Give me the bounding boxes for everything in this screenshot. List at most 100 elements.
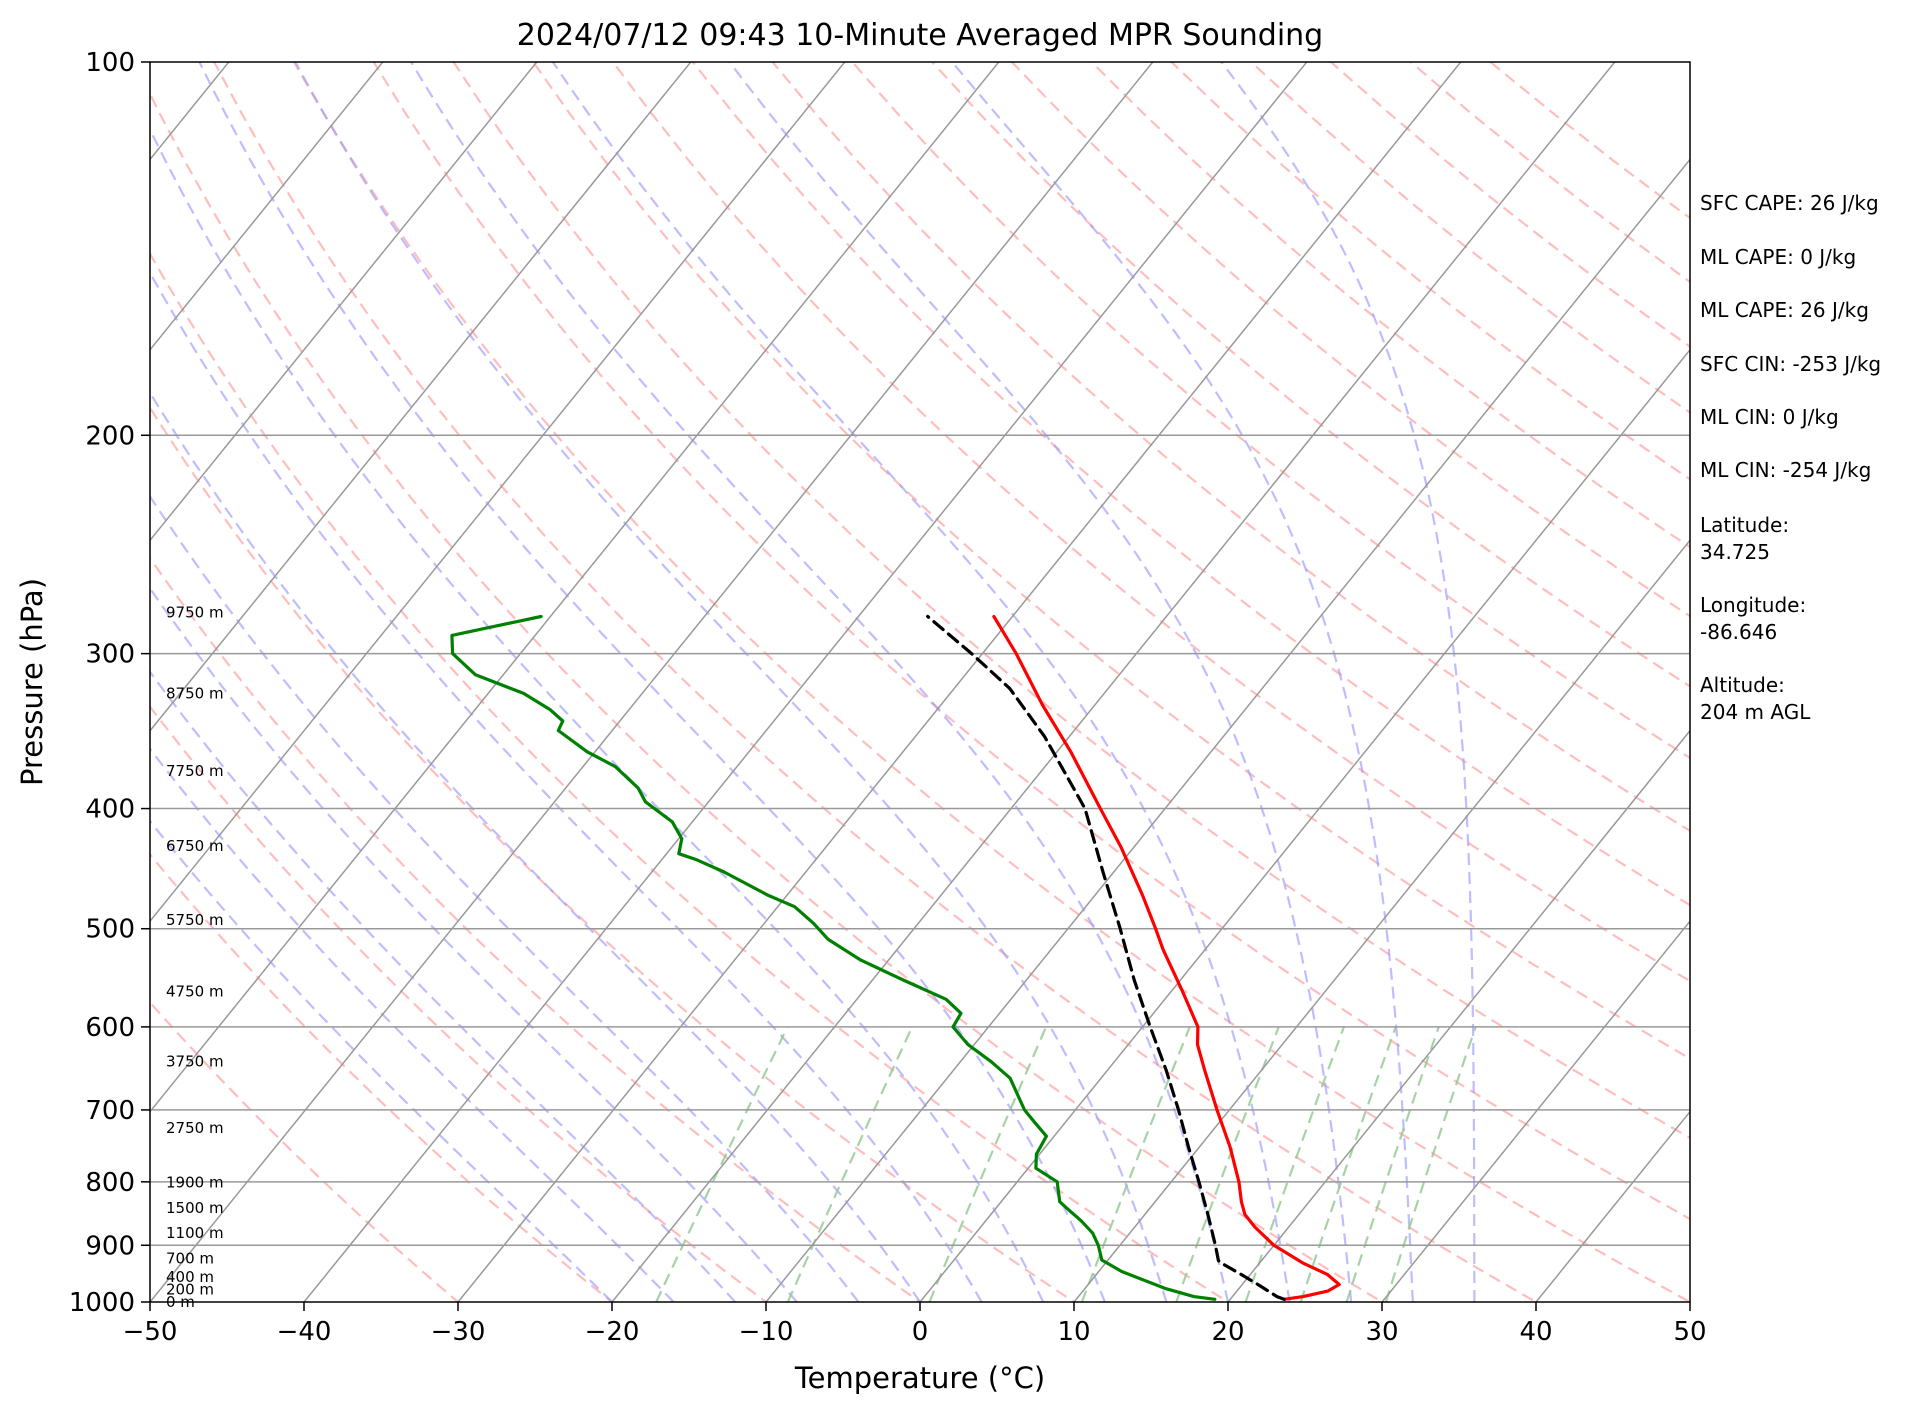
moist-adiabat-line: [150, 127, 1045, 1302]
dry-adiabat-line: [150, 705, 768, 1302]
isotherm-line: [765, 158, 1690, 1302]
height-label: 4750 m: [166, 983, 224, 1001]
height-label: 2750 m: [166, 1119, 224, 1137]
height-label: 1900 m: [166, 1174, 224, 1192]
isotherm-line: [150, 62, 538, 542]
longitude-label: Longitude:: [1700, 593, 1806, 617]
moist-adiabat-line: [150, 747, 675, 1302]
ml-cin-text: ML CIN: 0 J/kg: [1700, 405, 1839, 429]
altitude-label: Altitude:: [1700, 673, 1785, 697]
height-label: 200 m: [166, 1280, 214, 1298]
isotherm-line: [150, 62, 846, 923]
sfc-cape-text: SFC CAPE: 26 J/kg: [1700, 191, 1879, 215]
isotherm-line: [1381, 920, 1690, 1302]
y-axis: 1000 900 800 700 600 500 400 300 200 100: [69, 48, 150, 1318]
isotherm-line: [150, 62, 1000, 1113]
y-axis-label: Pressure (hPa): [15, 578, 49, 786]
dry-adiabat-line: [150, 405, 1076, 1302]
dry-adiabat-line: [771, 62, 1690, 833]
ml-cin-text: ML CIN: -254 J/kg: [1700, 458, 1871, 482]
isotherm-line: [150, 62, 384, 352]
mixing-ratio-line: [1080, 1026, 1191, 1302]
dewpoint-line: [450, 614, 1217, 1301]
isotherm-line: [919, 348, 1690, 1302]
moist-adiabat-line: [150, 270, 983, 1302]
height-label: 1500 m: [166, 1199, 224, 1217]
ml-cape-text: ML CAPE: 26 J/kg: [1700, 298, 1869, 322]
height-label: 5750 m: [166, 911, 224, 929]
mixing-ratio-line: [1175, 1026, 1280, 1302]
moist-adiabat-line: [150, 494, 860, 1302]
mixing-ratio-line: [1345, 1026, 1440, 1302]
y-tick-label: 400: [85, 795, 135, 825]
height-label: 1100 m: [166, 1224, 224, 1242]
y-tick-label: 300: [85, 640, 135, 670]
dry-adiabat-line: [931, 62, 1690, 688]
temperature-line: [992, 614, 1341, 1301]
dry-adiabat-line: [150, 91, 1385, 1302]
moist-adiabat-line: [150, 670, 737, 1302]
dry-adiabat-line: [150, 852, 614, 1302]
isotherm-line: [1535, 1110, 1690, 1302]
altitude-value: 204 m AGL: [1700, 700, 1811, 724]
longitude-value: -86.646: [1700, 620, 1777, 644]
x-tick-label: 50: [1673, 1317, 1706, 1347]
moist-adiabat-line: [1220, 62, 1476, 1302]
height-label: 700 m: [166, 1249, 214, 1267]
height-label: 6750 m: [166, 837, 224, 855]
isobar-grid: [150, 434, 1690, 1247]
background-lines: [150, 62, 1690, 1302]
isotherm-line: [303, 62, 1308, 1302]
moist-adiabat-line: [728, 62, 1353, 1302]
moist-adiabat-line: [198, 62, 1106, 1302]
x-tick-label: −10: [739, 1317, 794, 1347]
moist-adiabat-line: [150, 390, 921, 1302]
sfc-cin-text: SFC CIN: -253 J/kg: [1700, 352, 1881, 376]
x-tick-label: 10: [1057, 1317, 1090, 1347]
mixing-ratio-line: [928, 1026, 1048, 1302]
mixing-ratio-line: [655, 1026, 789, 1302]
x-tick-label: −50: [123, 1317, 178, 1347]
y-tick-label: 900: [85, 1231, 135, 1261]
isotherm-line: [457, 62, 1462, 1302]
moist-adiabat-line: [551, 62, 1291, 1302]
dry-adiabat-line: [150, 251, 1231, 1302]
y-tick-label: 800: [85, 1168, 135, 1198]
x-tick-label: 40: [1519, 1317, 1552, 1347]
height-label: 9750 m: [166, 604, 224, 622]
mixing-ratio-line: [1384, 1026, 1477, 1302]
height-label: 400 m: [166, 1268, 214, 1286]
latitude-value: 34.725: [1700, 540, 1770, 564]
x-tick-label: −40: [277, 1317, 332, 1347]
height-label: 8750 m: [166, 684, 224, 702]
x-tick-label: −30: [431, 1317, 486, 1347]
x-axis-label: Temperature (°C): [794, 1361, 1045, 1395]
y-tick-label: 600: [85, 1013, 135, 1043]
dry-adiabat-line: [372, 62, 1690, 1221]
mixing-ratio-line: [786, 1026, 914, 1302]
height-label: 3750 m: [166, 1053, 224, 1071]
isotherm-line: [1073, 539, 1690, 1302]
ml-cape-text: ML CAPE: 0 J/kg: [1700, 245, 1856, 269]
dry-adiabat-line: [1011, 62, 1690, 618]
x-axis: −50 −40 −30 −20 −10 0 10 20 30 40 50: [123, 1302, 1707, 1347]
height-label: 0 m: [166, 1293, 195, 1311]
height-label: 7750 m: [166, 762, 224, 780]
y-tick-label: 100: [85, 48, 135, 78]
latitude-label: Latitude:: [1700, 513, 1789, 537]
dry-adiabat-line: [612, 62, 1690, 983]
dry-adiabat-line: [532, 62, 1690, 1060]
mixing-ratio-line: [1299, 1026, 1397, 1302]
isotherm-line: [150, 62, 692, 732]
y-tick-label: 1000: [69, 1288, 135, 1318]
moist-adiabat-line: [150, 819, 613, 1302]
x-tick-label: 0: [912, 1317, 929, 1347]
dry-adiabat-line: [150, 1000, 460, 1302]
y-tick-label: 700: [85, 1096, 135, 1126]
y-tick-label: 500: [85, 915, 135, 945]
data-series: [450, 614, 1341, 1301]
dry-adiabat-line: [213, 62, 1539, 1302]
chart-title: 2024/07/12 09:43 10-Minute Averaged MPR …: [517, 18, 1323, 53]
